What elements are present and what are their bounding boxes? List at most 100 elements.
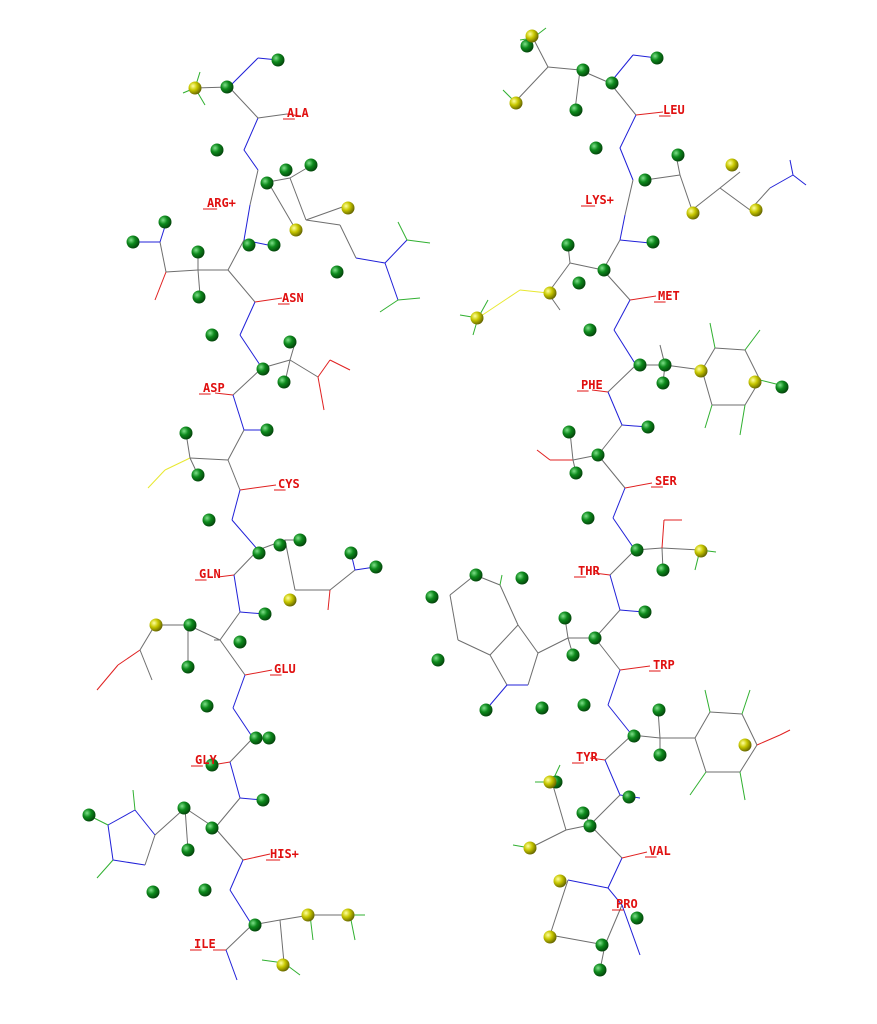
- atom-green-35: [177, 801, 191, 815]
- atom-green-66: [638, 605, 652, 619]
- atom-green-50: [646, 235, 660, 249]
- atom-green-62: [569, 466, 583, 480]
- bond-36: [229, 737, 254, 763]
- bond-74: [317, 376, 325, 411]
- residue-label-val: VAL: [649, 844, 671, 858]
- bond-56: [384, 262, 399, 301]
- bond-9: [257, 113, 288, 119]
- bond-254: [607, 887, 623, 906]
- atom-yellow-6: [341, 908, 355, 922]
- bond-33: [244, 669, 273, 676]
- atom-green-76: [577, 698, 591, 712]
- bond-104: [144, 834, 156, 866]
- atom-green-59: [641, 420, 655, 434]
- atom-yellow-14: [725, 158, 739, 172]
- bond-34: [232, 674, 246, 709]
- residue-label-ser: SER: [655, 474, 677, 488]
- bond-178: [477, 289, 521, 319]
- bond-77: [189, 457, 229, 461]
- bond-140: [591, 389, 609, 393]
- atom-green-55: [633, 358, 647, 372]
- residue-label-gly: GLY: [195, 753, 217, 767]
- atom-green-16: [283, 335, 297, 349]
- bond-45: [225, 924, 253, 951]
- atom-green-22: [273, 538, 287, 552]
- atom-green-58: [775, 380, 789, 394]
- bond-214: [489, 624, 519, 656]
- atom-yellow-16: [748, 375, 762, 389]
- atom-green-70: [425, 590, 439, 604]
- bond-103: [112, 859, 146, 866]
- atom-yellow-11: [470, 311, 484, 325]
- atom-green-9: [192, 290, 206, 304]
- bond-169: [719, 187, 751, 211]
- atom-green-36: [205, 821, 219, 835]
- bond-155: [607, 669, 621, 706]
- bond-230: [709, 711, 743, 715]
- bond-79: [147, 469, 166, 489]
- atom-green-40: [198, 883, 212, 897]
- atom-green-47: [589, 141, 603, 155]
- atom-green-13: [205, 328, 219, 342]
- bond-192: [709, 322, 716, 349]
- atom-green-1: [220, 80, 234, 94]
- atom-green-83: [576, 806, 590, 820]
- bond-14: [227, 269, 256, 303]
- bond-217: [527, 652, 539, 686]
- bond-57: [397, 221, 408, 241]
- atom-green-86: [593, 963, 607, 977]
- residue-label-lys: LYS+: [585, 193, 614, 207]
- bond-63: [165, 269, 199, 273]
- bond-153: [594, 637, 621, 671]
- residue-label-phe: PHE: [581, 378, 603, 392]
- atom-green-71: [469, 568, 483, 582]
- atom-green-38: [82, 808, 96, 822]
- bond-149: [593, 572, 611, 576]
- bond-232: [739, 744, 758, 773]
- bond-154: [619, 665, 651, 671]
- bond-171: [769, 174, 794, 189]
- atom-yellow-2: [289, 223, 303, 237]
- bond-177: [519, 289, 549, 294]
- bond-250: [567, 879, 609, 889]
- bond-50: [289, 177, 307, 221]
- atom-green-21: [252, 546, 266, 560]
- bond-146: [612, 487, 626, 519]
- atom-green-60: [562, 425, 576, 439]
- atom-green-74: [479, 703, 493, 717]
- bond-0: [243, 117, 259, 171]
- residue-label-cys: CYS: [278, 477, 300, 491]
- bond-247: [529, 829, 567, 849]
- atom-green-63: [581, 511, 595, 525]
- bond-16: [239, 301, 256, 336]
- bond-95: [139, 649, 153, 681]
- bond-236: [779, 729, 791, 736]
- atom-green-73: [431, 653, 445, 667]
- bond-215: [489, 654, 508, 686]
- bond-64: [159, 241, 167, 273]
- bond-10: [286, 113, 301, 117]
- bond-22: [227, 429, 245, 461]
- atom-yellow-4: [149, 618, 163, 632]
- bond-51: [305, 204, 349, 221]
- atom-green-42: [650, 51, 664, 65]
- residue-label-trp: TRP: [653, 658, 675, 672]
- bond-35: [232, 707, 254, 739]
- atom-green-6: [267, 238, 281, 252]
- bond-173: [789, 159, 794, 176]
- atom-green-41: [248, 918, 262, 932]
- bond-229: [694, 711, 711, 739]
- atom-green-20: [202, 513, 216, 527]
- bond-193: [744, 329, 761, 351]
- residue-label-pro: PRO: [616, 897, 638, 911]
- atom-green-24: [344, 546, 358, 560]
- atom-yellow-13: [749, 203, 763, 217]
- atom-yellow-19: [523, 841, 537, 855]
- bond-102: [107, 824, 114, 861]
- bond-130: [635, 111, 664, 116]
- bond-166: [679, 174, 693, 211]
- atom-green-46: [520, 39, 534, 53]
- bond-244: [551, 781, 567, 831]
